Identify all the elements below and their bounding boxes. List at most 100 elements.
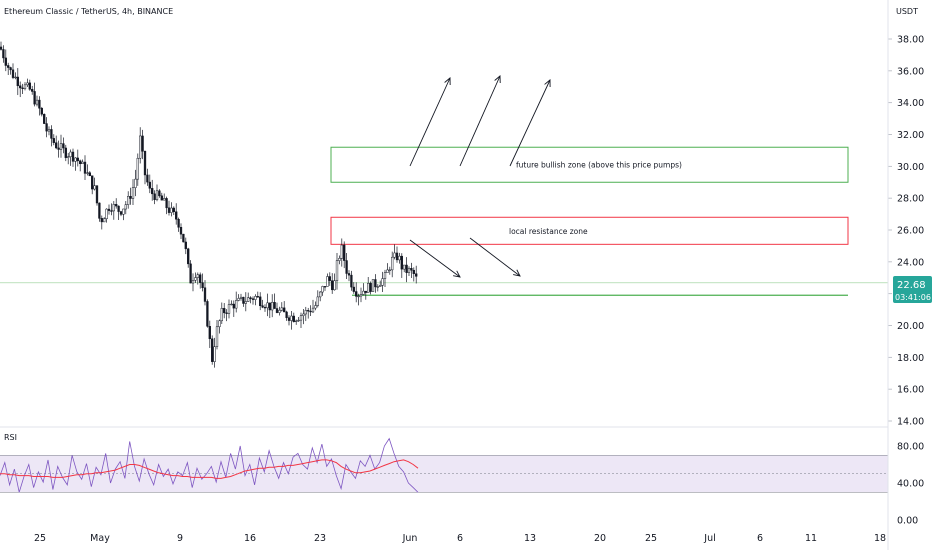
candle-body (131, 187, 135, 199)
candle-body (256, 296, 259, 298)
candle-body (206, 301, 209, 327)
candle-body (211, 338, 214, 362)
candle-body (182, 233, 185, 243)
candle-body (239, 296, 243, 299)
candle-body (391, 256, 394, 271)
candle-body (64, 147, 67, 158)
candle-body (167, 207, 171, 213)
candle-body (33, 91, 36, 105)
candle-body (352, 286, 355, 292)
candle-body (129, 196, 132, 199)
candle-body (122, 208, 125, 215)
candle-body (4, 57, 7, 66)
candle-body (407, 268, 411, 273)
candle-body (316, 296, 319, 306)
candle-body (62, 143, 65, 149)
candle-body (386, 269, 389, 273)
rsi-ma-line (0, 459, 419, 479)
arrow-line[interactable] (459, 75, 501, 167)
candle-body (57, 147, 60, 150)
candle-body (355, 291, 358, 297)
price-tick-label: 16.00 (897, 385, 924, 396)
candle-body (273, 302, 276, 309)
price-tick-label: 26.00 (897, 226, 924, 237)
candle-body (362, 290, 365, 295)
candle-body (304, 310, 307, 315)
candle-body (283, 307, 286, 313)
price-tick-label: 30.00 (897, 162, 924, 173)
candle-body (98, 202, 101, 219)
candle-body (297, 319, 300, 322)
candle-body (100, 218, 103, 223)
candle-body (148, 181, 151, 189)
bullish-zone-box[interactable] (330, 146, 849, 183)
candle-body (26, 82, 29, 86)
arrow-drawings (409, 75, 551, 278)
candle-body (35, 99, 39, 105)
candle-body (158, 190, 161, 197)
candle-body (244, 301, 247, 304)
candle-body (302, 313, 305, 316)
candle-body (271, 302, 274, 311)
price-tick-label: 20.00 (897, 321, 924, 332)
time-tick-label: May (90, 533, 110, 544)
candle-body (79, 160, 82, 164)
time-tick-label: 16 (244, 533, 256, 544)
arrow-line[interactable] (409, 77, 451, 167)
candle-body (393, 252, 396, 258)
candle-body (23, 84, 27, 89)
candle-body (338, 258, 341, 261)
candle-body (59, 143, 63, 150)
candle-body (47, 129, 51, 132)
arrow-head (544, 79, 551, 88)
resistance-zone-box[interactable] (330, 216, 849, 245)
candle-body (285, 311, 288, 318)
candle-body (201, 282, 204, 289)
candle-body (88, 172, 91, 177)
time-tick-label: Jul (703, 533, 715, 544)
time-tick-label: 23 (314, 533, 326, 544)
candle-body (9, 67, 12, 71)
candle-body (74, 157, 77, 162)
candle-body (242, 296, 245, 304)
candle-body (371, 279, 375, 292)
candle-body (345, 260, 348, 274)
candle-body (388, 269, 391, 271)
candle-body (254, 296, 257, 300)
candle-body (290, 315, 293, 321)
price-tick-label: 36.00 (897, 66, 924, 77)
candle-body (299, 315, 303, 321)
price-tick-label: 24.00 (897, 257, 924, 268)
candle-body (208, 326, 211, 340)
candle-body (347, 273, 351, 276)
rsi-tick-label: 0.00 (897, 516, 918, 527)
candle-body (14, 76, 17, 79)
candle-body (379, 285, 382, 287)
candle-body (398, 255, 401, 261)
candlestick-series (0, 41, 418, 368)
candle-body (249, 297, 252, 299)
candle-body (95, 185, 99, 204)
time-tick-label: 25 (645, 533, 657, 544)
candle-body (31, 89, 34, 92)
price-badge-background (893, 276, 932, 303)
candle-body (105, 208, 108, 219)
candle-body (179, 227, 183, 235)
arrow-line[interactable] (409, 239, 461, 278)
candle-body (103, 218, 106, 223)
candle-body (266, 302, 269, 309)
arrow-line[interactable] (469, 237, 521, 277)
candle-body (7, 65, 10, 68)
candle-body (199, 274, 202, 283)
candle-body (21, 87, 24, 89)
candle-body (115, 204, 118, 207)
arrow-line[interactable] (509, 79, 551, 167)
candle-body (107, 208, 111, 211)
candle-body (38, 99, 41, 109)
time-axis: 25 May 9 16 23 Jun 6 13 20 25 Jul 6 11 18 (34, 533, 886, 544)
candle-body (136, 157, 139, 180)
arrow-head (444, 77, 451, 86)
candle-body (328, 276, 331, 281)
candle-body (155, 190, 159, 200)
countdown-value: 03:41:06 (895, 293, 931, 302)
